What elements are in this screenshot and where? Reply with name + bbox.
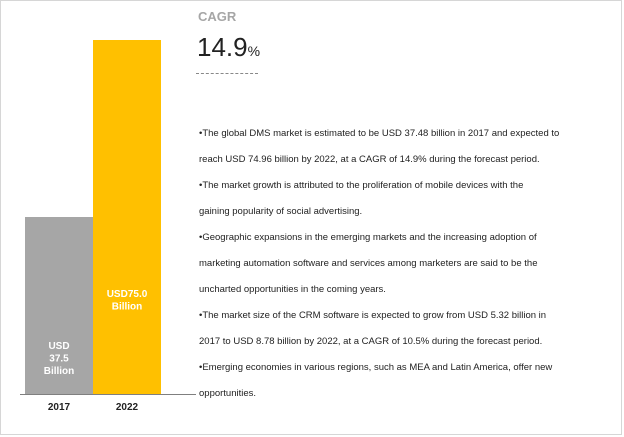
highlight-line: •The market size of the CRM software is … <box>199 310 547 321</box>
highlight-line: uncharted opportunities in the coming ye… <box>199 284 386 295</box>
market-highlights-list: •The global DMS market is estimated to b… <box>199 121 599 407</box>
highlight-line: •Emerging economies in various regions, … <box>199 362 553 373</box>
highlight-line: opportunities. <box>199 388 257 399</box>
cagr-unit: % <box>247 43 261 59</box>
bar-data-label: USD75.0 <box>107 289 148 300</box>
highlight-line: 2017 to USD 8.78 billion by 2022, at a C… <box>199 336 543 347</box>
cagr-value: 14.9% <box>197 32 260 63</box>
cagr-label: CAGR <box>198 9 237 24</box>
highlight-line: reach USD 74.96 billion by 2022, at a CA… <box>199 154 540 165</box>
cagr-underline <box>196 73 258 74</box>
highlight-line: •The global DMS market is estimated to b… <box>199 128 560 139</box>
bar-data-label: Billion <box>44 366 75 377</box>
highlight-line: •The market growth is attributed to the … <box>199 180 524 191</box>
highlight-line: gaining popularity of social advertising… <box>199 206 363 217</box>
x-tick-label: 2017 <box>48 402 71 413</box>
bar-2022 <box>93 40 161 394</box>
bar-data-label: 37.5 <box>49 354 69 365</box>
bar-2017 <box>25 217 93 394</box>
bar-data-label: USD <box>48 341 69 352</box>
x-tick-label: 2022 <box>116 402 139 413</box>
highlight-line: •Geographic expansions in the emerging m… <box>199 232 537 243</box>
cagr-number: 14.9 <box>197 32 248 62</box>
highlight-line: marketing automation software and servic… <box>199 258 538 269</box>
bar-data-label: Billion <box>112 302 143 313</box>
